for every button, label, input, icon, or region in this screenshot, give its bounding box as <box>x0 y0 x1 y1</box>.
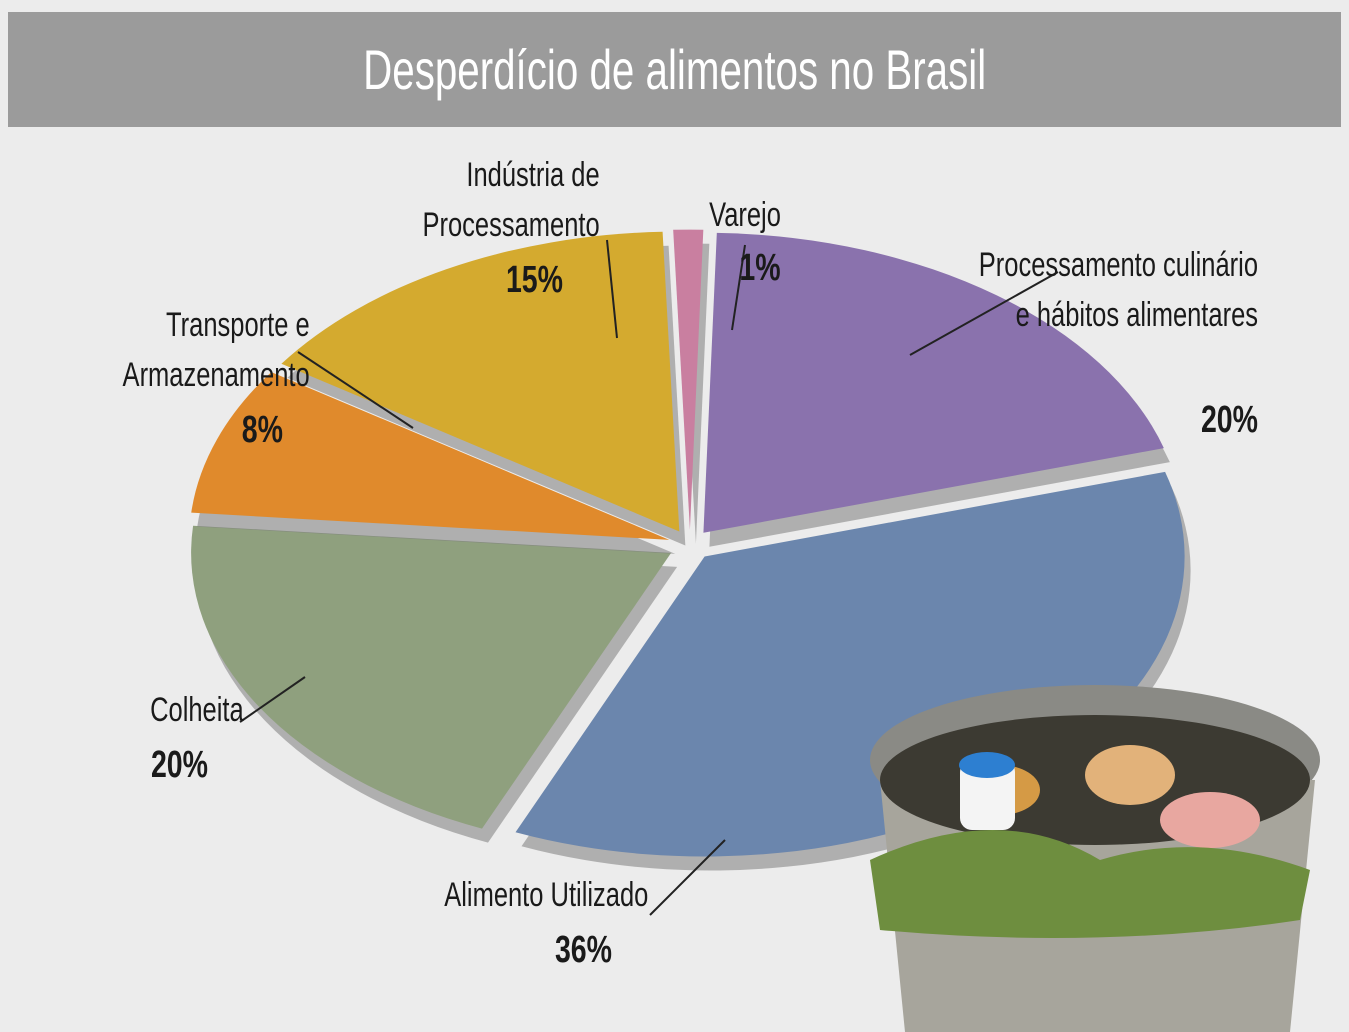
leader-line <box>239 676 306 723</box>
value-label: 1% <box>739 247 781 289</box>
leader-line <box>606 239 618 339</box>
title-bar: Desperdício de alimentos no Brasil <box>8 12 1341 127</box>
chart-title: Desperdício de alimentos no Brasil <box>362 38 987 101</box>
slice <box>191 525 672 829</box>
leader-line <box>297 351 414 429</box>
trash-can <box>870 685 1320 1032</box>
slice-label: Varejo <box>709 196 781 234</box>
value-label: 8% <box>241 409 283 451</box>
slice-label: Indústria de Processamento <box>422 156 600 244</box>
value-label: 15% <box>505 259 563 301</box>
slice-label: Colheita <box>150 691 244 729</box>
value-label: 20% <box>1200 399 1258 441</box>
slice-label: Processamento culinário e hábitos alimen… <box>978 246 1258 334</box>
value-label: 36% <box>554 929 612 971</box>
leader-lines <box>239 239 1059 916</box>
slice <box>281 231 680 532</box>
leader-line <box>649 839 726 916</box>
slice-label: Transporte e Armazenamento <box>122 306 310 394</box>
slice-label: Alimento Utilizado <box>443 876 648 914</box>
slice <box>703 232 1164 533</box>
slice <box>673 229 704 530</box>
value-label: 20% <box>150 744 208 786</box>
leader-line <box>909 271 1059 356</box>
leader-line <box>731 244 746 331</box>
slice <box>191 372 670 540</box>
